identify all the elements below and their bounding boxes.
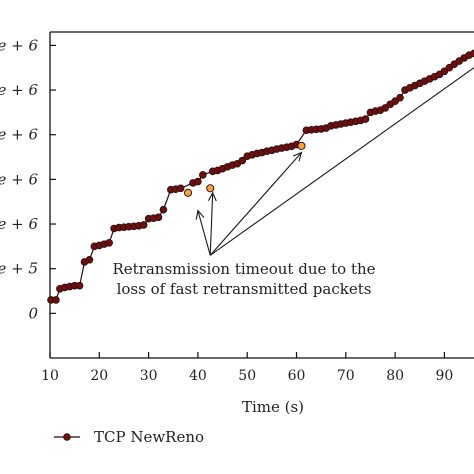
- x-tick-label: 70: [337, 368, 355, 384]
- y-tick-label: e + 6: [0, 170, 38, 188]
- annotation-arrow-line: [209, 67, 474, 256]
- y-tick-label: e + 5: [0, 260, 38, 278]
- legend-marker: [63, 433, 71, 441]
- y-tick-label: e + 6: [0, 36, 38, 54]
- annotation-group: Retransmission timeout due to the loss of…: [112, 67, 474, 298]
- data-point: [52, 296, 60, 304]
- data-point: [176, 184, 185, 193]
- x-tick-label: 40: [189, 368, 207, 384]
- y-tick-label: e + 6: [0, 81, 38, 99]
- data-point: [238, 156, 247, 165]
- y-tick-label: e + 6: [0, 215, 38, 233]
- annotation-arrow-line: [209, 152, 302, 256]
- data-point: [470, 49, 474, 58]
- highlighted-point: [183, 188, 193, 197]
- series-group: [47, 49, 474, 304]
- data-point: [194, 177, 202, 186]
- legend: TCP NewReno: [54, 428, 204, 446]
- plot-frame: [49, 31, 474, 359]
- y-tick-label: 0: [28, 304, 38, 322]
- annotation-arrow-head: [195, 209, 205, 220]
- x-tick-group: 10 20 30 40 50 60 70 80 90: [41, 352, 453, 384]
- highlighted-point: [297, 141, 306, 150]
- legend-label: TCP NewReno: [94, 428, 204, 446]
- annotation-arrow-head: [207, 191, 217, 202]
- data-point: [154, 213, 163, 222]
- data-point: [75, 281, 84, 290]
- highlighted-point: [206, 184, 215, 193]
- annotation-arrow-head: [292, 151, 303, 162]
- x-tick-label: 90: [436, 368, 454, 384]
- x-tick-label: 80: [386, 368, 404, 384]
- annotation-arrow-line: [209, 192, 214, 256]
- data-point: [396, 93, 404, 102]
- data-point: [199, 171, 207, 179]
- data-point: [85, 255, 94, 264]
- annotation-text-line: Retransmission timeout due to the: [112, 260, 375, 278]
- data-point: [361, 115, 370, 123]
- data-point: [159, 205, 168, 214]
- x-axis-label: Time (s): [242, 398, 304, 416]
- x-tick-label: 20: [90, 368, 108, 384]
- annotation-arrow-line: [197, 210, 211, 256]
- x-tick-label: 30: [140, 368, 158, 384]
- x-tick-label: 60: [288, 368, 306, 384]
- data-point: [105, 238, 113, 247]
- x-tick-label: 50: [238, 368, 256, 384]
- y-tick-group: 0 e + 5 e + 6 e + 6 e + 6 e + 6 e + 6: [0, 36, 56, 322]
- annotation-text-line: loss of fast retransmitted packets: [117, 280, 372, 298]
- x-tick-label: 10: [41, 368, 59, 384]
- data-point: [139, 221, 148, 229]
- y-tick-label: e + 6: [0, 126, 38, 144]
